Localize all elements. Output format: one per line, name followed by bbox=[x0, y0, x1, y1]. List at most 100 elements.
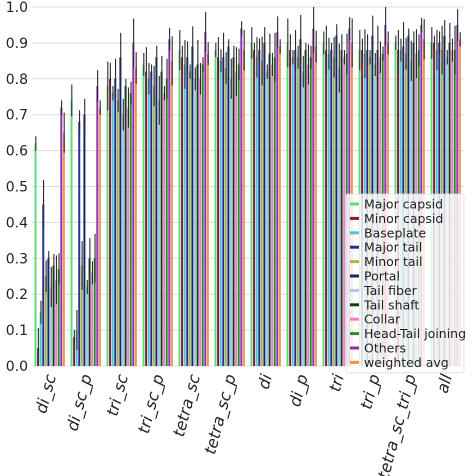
bar bbox=[268, 53, 271, 367]
bar bbox=[338, 68, 340, 366]
bar bbox=[132, 42, 135, 367]
bar bbox=[52, 265, 55, 366]
bar bbox=[230, 78, 232, 367]
bar bbox=[217, 57, 220, 366]
bar bbox=[330, 50, 333, 367]
bar bbox=[42, 204, 45, 366]
x-axis: di_sc di_sc_p tri_sc tri_sc_p tetra_sctetra_… bbox=[31, 372, 456, 476]
bar bbox=[188, 71, 191, 367]
bar bbox=[296, 57, 299, 366]
x-tick-label: tri_sc_p bbox=[134, 372, 169, 436]
legend-box bbox=[345, 193, 465, 374]
legend-swatch bbox=[350, 216, 359, 220]
y-axis: 0.0 0.1 0.2 0.3 0.4 0.5 0.6 0.7 0.8 0.9 1.0 bbox=[6, 0, 28, 375]
bar bbox=[201, 64, 204, 366]
y-tick-label: 0.9 bbox=[6, 36, 28, 52]
x-tick-label: tetra_sc_p bbox=[200, 372, 241, 456]
legend-label: Major tail bbox=[364, 240, 422, 255]
legend-label: Tail shaft bbox=[363, 297, 419, 312]
bar bbox=[242, 50, 245, 367]
bar bbox=[142, 64, 145, 366]
bar bbox=[219, 60, 222, 366]
y-tick-label: 0.4 bbox=[6, 215, 28, 231]
gridlines bbox=[32, 6, 464, 367]
legend-label: Minor tail bbox=[364, 254, 422, 269]
bar bbox=[266, 71, 268, 367]
bar bbox=[307, 64, 310, 366]
bar bbox=[214, 50, 217, 367]
bar bbox=[150, 71, 153, 367]
bar bbox=[255, 57, 258, 366]
legend-swatch bbox=[350, 288, 359, 292]
bar bbox=[271, 64, 274, 366]
bar bbox=[314, 46, 317, 367]
bar bbox=[111, 93, 114, 366]
legend-label: Collar bbox=[364, 312, 401, 327]
bar bbox=[86, 287, 88, 366]
bar bbox=[39, 312, 42, 366]
bar bbox=[109, 78, 112, 367]
bar bbox=[163, 93, 166, 366]
bar bbox=[124, 85, 127, 366]
legend-label: Major capsid bbox=[364, 197, 443, 212]
x-tick-label: all bbox=[433, 372, 456, 396]
bar bbox=[286, 42, 289, 367]
bar bbox=[258, 50, 261, 367]
bar bbox=[55, 279, 58, 366]
y-tick-label: 0.6 bbox=[6, 144, 28, 160]
y-tick-label: 0.1 bbox=[6, 323, 28, 339]
legend-label: Minor capsid bbox=[364, 211, 443, 226]
bar bbox=[91, 272, 94, 366]
bar bbox=[186, 57, 189, 366]
bar bbox=[222, 57, 225, 366]
legend-swatch bbox=[350, 260, 359, 264]
bar bbox=[183, 64, 186, 366]
bar bbox=[160, 71, 163, 367]
legend-swatch bbox=[350, 332, 359, 336]
x-tick-label: tri_p bbox=[356, 372, 384, 411]
bar bbox=[194, 78, 196, 367]
bar bbox=[106, 85, 109, 366]
legend-label: Others bbox=[364, 341, 406, 356]
y-tick-label: 0.8 bbox=[6, 72, 28, 88]
bar bbox=[134, 68, 137, 366]
bar bbox=[263, 42, 266, 367]
bar bbox=[340, 50, 343, 367]
legend-swatch bbox=[350, 303, 359, 307]
bar bbox=[129, 93, 132, 366]
legend-swatch bbox=[350, 245, 359, 249]
x-tick-label: tri_sc bbox=[103, 372, 133, 418]
bar bbox=[343, 57, 346, 366]
bar bbox=[304, 50, 307, 367]
legend-swatch bbox=[350, 202, 359, 206]
bar bbox=[276, 32, 279, 366]
y-tick-label: 0.7 bbox=[6, 108, 28, 124]
bar bbox=[240, 28, 243, 366]
bar bbox=[302, 71, 304, 367]
legend-label: Tail fiber bbox=[363, 283, 418, 298]
x-tick-label: di_sc bbox=[31, 372, 61, 416]
bar bbox=[294, 50, 297, 367]
legend-swatch bbox=[350, 317, 359, 321]
y-tick-label: 0.0 bbox=[6, 359, 28, 375]
bar bbox=[57, 269, 60, 366]
bar bbox=[191, 46, 194, 367]
legend-label: Baseplate bbox=[364, 225, 426, 240]
bar bbox=[88, 258, 91, 366]
bar bbox=[44, 276, 47, 366]
x-tick-label: di bbox=[254, 372, 276, 392]
y-tick-label: 1.0 bbox=[6, 0, 28, 16]
bar bbox=[98, 107, 101, 367]
x-tick-label: di_p bbox=[285, 372, 313, 409]
bar bbox=[127, 107, 130, 367]
bar bbox=[204, 32, 207, 366]
bar bbox=[168, 39, 171, 367]
bar bbox=[312, 28, 315, 366]
bar bbox=[122, 114, 124, 366]
bar bbox=[332, 57, 335, 366]
bar bbox=[235, 71, 238, 367]
bar bbox=[278, 46, 281, 367]
bar bbox=[80, 265, 83, 366]
